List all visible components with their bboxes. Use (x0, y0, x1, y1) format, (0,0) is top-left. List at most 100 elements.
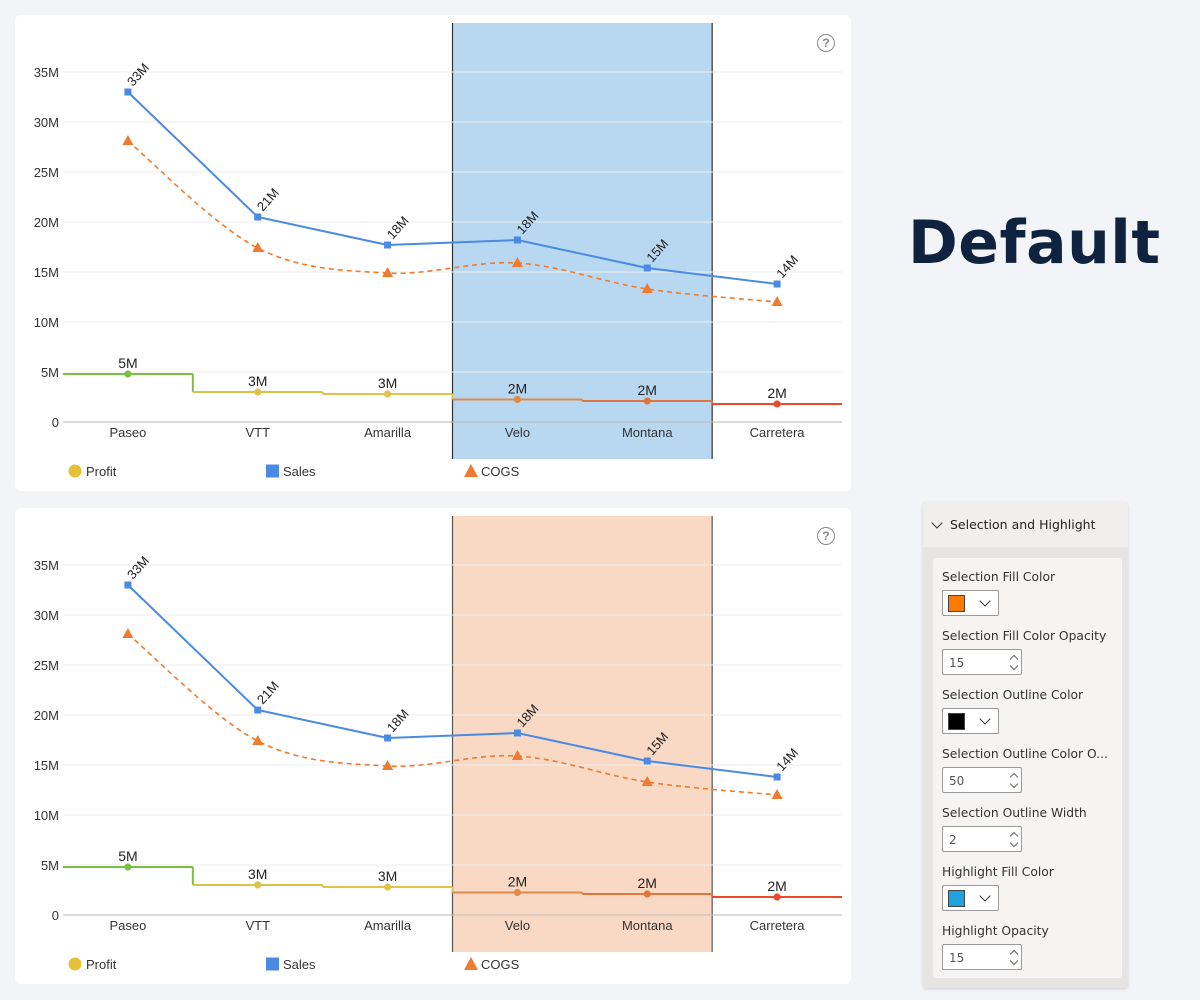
profit-point (383, 883, 392, 891)
x-tick-label: Carretera (750, 918, 806, 933)
panel-title: Selection and Highlight (950, 517, 1096, 532)
highlight-fill-color-picker[interactable] (942, 885, 999, 911)
x-tick-label: Montana (622, 918, 673, 933)
profit-data-label: 3M (248, 866, 267, 882)
field-label: Selection Outline Color (942, 688, 1084, 702)
sales-point (643, 757, 651, 765)
legend-profit-label: Profit (86, 957, 117, 972)
help-icon[interactable]: ? (817, 527, 835, 545)
legend-profit-marker (68, 464, 82, 478)
profit-point (643, 397, 651, 405)
y-tick-label: 35M (34, 65, 59, 80)
sales-data-label: 33M (124, 553, 152, 582)
profit-data-label: 2M (638, 382, 657, 398)
cogs-point (641, 283, 653, 293)
y-tick-label: 0 (52, 415, 59, 430)
x-tick-label: Amarilla (364, 425, 412, 440)
y-tick-label: 15M (34, 265, 59, 280)
spin-down-icon[interactable] (1009, 956, 1019, 966)
profit-data-label: 2M (767, 878, 786, 894)
sales-point (254, 706, 262, 714)
selection-outline-opacity-input[interactable]: 50 (942, 767, 1022, 793)
sales-data-label: 18M (384, 706, 412, 735)
chevron-down-icon[interactable] (931, 516, 943, 529)
profit-data-label: 3M (378, 868, 397, 884)
highlight-opacity-field: Highlight Opacity 15 (942, 924, 1114, 970)
sales-data-label: 14M (773, 252, 801, 281)
y-tick-label: 20M (34, 708, 59, 723)
selection-fill-opacity-input[interactable]: 15 (942, 649, 1022, 675)
color-swatch (948, 713, 965, 730)
spinner-value: 15 (949, 951, 965, 965)
sales-line (127, 91, 778, 285)
selection-outline-color-picker[interactable] (942, 708, 999, 734)
profit-data-label: 2M (508, 874, 527, 890)
legend-sales-label: Sales (283, 464, 316, 479)
legend-profit-marker (68, 957, 82, 971)
y-tick-label: 30M (34, 115, 59, 130)
sales-data-label: 14M (773, 745, 801, 774)
sales-point (643, 264, 651, 272)
y-tick-label: 5M (41, 365, 59, 380)
profit-point (513, 888, 522, 897)
color-swatch (948, 890, 965, 907)
field-label: Selection Outline Width (942, 806, 1087, 820)
sales-point (513, 236, 521, 244)
panel-body: Selection Fill Color Selection Fill Colo… (933, 558, 1122, 978)
selection-outline-width-input[interactable]: 2 (942, 826, 1022, 852)
profit-data-label: 2M (638, 875, 657, 891)
sales-point (124, 581, 132, 589)
page-heading: Default (908, 208, 1161, 278)
sales-data-label: 33M (124, 60, 152, 89)
profit-point (383, 390, 392, 398)
sales-point (384, 241, 392, 249)
cogs-line (127, 140, 778, 303)
cogs-point (641, 776, 653, 786)
cogs-point (122, 628, 134, 638)
sales-data-label: 18M (384, 213, 412, 242)
cogs-point (382, 267, 394, 277)
panel-header[interactable]: Selection and Highlight (923, 502, 1128, 547)
legend-cogs-label: COGS (481, 464, 520, 479)
cogs-point (382, 760, 394, 770)
cogs-point (122, 135, 134, 145)
field-label: Highlight Fill Color (942, 865, 1054, 879)
spin-down-icon[interactable] (1009, 661, 1019, 671)
y-tick-label: 30M (34, 608, 59, 623)
profit-point (773, 400, 781, 408)
profit-point (254, 388, 262, 396)
x-tick-label: VTT (245, 918, 270, 933)
x-tick-label: Montana (622, 425, 673, 440)
selection-fill-color-picker[interactable] (942, 590, 999, 616)
spinner-value: 15 (949, 656, 965, 670)
spin-down-icon[interactable] (1009, 779, 1019, 789)
spinner-value: 2 (949, 833, 957, 847)
x-tick-label: Paseo (109, 918, 146, 933)
highlight-fill-color-field: Highlight Fill Color (942, 865, 1114, 911)
x-tick-label: Amarilla (364, 918, 412, 933)
y-tick-label: 10M (34, 315, 59, 330)
sales-line (127, 584, 778, 778)
highlight-opacity-input[interactable]: 15 (942, 944, 1022, 970)
sales-point (773, 773, 781, 781)
spinner-value: 50 (949, 774, 965, 788)
profit-data-label: 5M (118, 848, 137, 864)
legend-sales-marker (266, 957, 279, 971)
x-tick-label: Velo (505, 425, 530, 440)
selection-outline-color-field: Selection Outline Color (942, 688, 1114, 734)
combo-chart-custom: 0 5M 10M 15M 20M 25M 30M 35M Paseo VTT Amarilla Vel… (34, 516, 842, 972)
profit-data-label: 3M (248, 373, 267, 389)
help-icon[interactable]: ? (817, 34, 835, 52)
profit-data-label: 3M (378, 375, 397, 391)
spin-down-icon[interactable] (1009, 838, 1019, 848)
y-tick-label: 25M (34, 165, 59, 180)
profit-point (513, 395, 522, 404)
profit-point (773, 893, 781, 901)
format-panel: Selection and Highlight Selection Fill C… (923, 502, 1128, 988)
sales-point (513, 729, 521, 737)
x-tick-label: VTT (245, 425, 270, 440)
y-tick-label: 5M (41, 858, 59, 873)
field-label: Highlight Opacity (942, 924, 1049, 938)
field-label: Selection Fill Color Opacity (942, 629, 1107, 643)
cogs-point (771, 296, 783, 306)
